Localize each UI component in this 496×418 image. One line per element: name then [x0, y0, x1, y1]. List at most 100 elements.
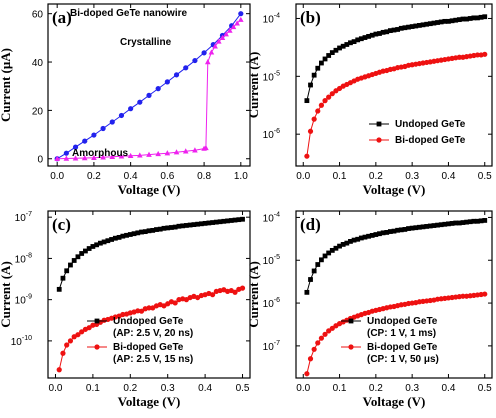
series-1-point-3	[315, 108, 321, 114]
x-tick-label: 0.2	[369, 383, 383, 394]
series-0-point-8	[86, 246, 92, 251]
series-line	[56, 13, 242, 160]
series-0-point-11	[344, 240, 350, 246]
series-0-point-34	[184, 223, 189, 228]
series-1-point-47	[474, 52, 481, 58]
chart-panel-c: 0.0 0.1 0.2 0.3 0.4 0.5 10-7 10-8 10-9 10-10 Volta…	[0, 210, 251, 409]
plot-frame	[295, 3, 493, 167]
plot-frame	[47, 3, 251, 167]
series-0-point-40	[449, 18, 455, 24]
x-tick-label: 0.8	[197, 171, 211, 182]
series-0-point-26	[398, 227, 404, 233]
x-tick-label: 0.4	[124, 171, 138, 182]
legend-entry: Undoped GeTe	[113, 316, 184, 327]
series-0-point-7	[329, 50, 335, 55]
series-0-point-19	[127, 232, 133, 237]
series-0-point-35	[431, 223, 437, 228]
series-0-point-5	[322, 56, 328, 62]
series-0-point-29	[409, 24, 415, 29]
plot-frame	[47, 210, 251, 379]
series-0-point-48	[478, 14, 484, 20]
series-0-point-40	[206, 220, 212, 226]
series-0-point-44	[221, 218, 227, 224]
series-0-point-15	[192, 57, 198, 64]
annotation-label: Amorphous	[72, 148, 129, 159]
x-tick-label: 0.4	[441, 383, 455, 394]
series-1-point-8	[86, 325, 92, 331]
series-0-point-22	[139, 229, 144, 235]
series-bi-doped-gete	[304, 51, 488, 159]
series-1-point-3	[81, 155, 88, 161]
series-0-point-16	[362, 35, 368, 40]
series-0-point-31	[417, 224, 422, 230]
series-0-point-33	[180, 223, 186, 229]
series-1-point-18	[204, 59, 211, 65]
y-tick-label: 10-10	[11, 335, 32, 348]
series-0-point-30	[169, 225, 174, 230]
series-1-point-10	[146, 151, 152, 157]
y-tick-label: 10-5	[263, 70, 280, 83]
series-1-point-31	[172, 300, 178, 306]
series-1-point-1	[307, 128, 314, 134]
series-1-point-1	[60, 350, 66, 356]
series-0-point-10	[146, 92, 152, 98]
series-1-point-42	[456, 54, 462, 60]
series-0-point-12	[101, 239, 107, 245]
series-1-point-0	[304, 153, 310, 159]
series-0-point-1	[60, 275, 66, 281]
y-tick-label: 10-4	[263, 211, 280, 224]
x-axis-label: Voltage (V)	[118, 182, 181, 197]
x-tick-label: 1.0	[234, 171, 248, 182]
series-1-point-22	[219, 34, 226, 41]
series-0-point-47	[475, 15, 480, 21]
series-1-point-6	[326, 94, 332, 100]
series-0-point-42	[456, 220, 462, 226]
series-legend-0-point-0	[94, 318, 100, 324]
series-1-point-2	[311, 346, 317, 352]
series-0-point-2	[64, 268, 70, 274]
series-bi-doped-gete	[56, 285, 246, 373]
series-0-point-1	[308, 82, 313, 88]
series-0-point-39	[446, 18, 451, 24]
series-0-point-41	[210, 220, 215, 225]
x-tick-label: 0.3	[405, 383, 419, 394]
series-0-point-29	[409, 225, 415, 231]
series-0-point-36	[191, 222, 197, 228]
series-1	[54, 16, 244, 161]
annotation-label: Crystalline	[120, 37, 172, 48]
series-0-point-16	[201, 50, 207, 56]
series-0-point-39	[202, 220, 208, 226]
series-0-point-6	[79, 251, 85, 256]
series-0-point-43	[460, 16, 466, 22]
series-undoped-gete	[56, 216, 245, 292]
series-0-point-0	[304, 98, 310, 104]
series-0-point-5	[100, 125, 106, 132]
series-0-point-21	[380, 230, 386, 236]
series-0-point-15	[358, 235, 364, 241]
series-0-point-45	[225, 218, 230, 224]
series-1-point-20	[212, 43, 218, 49]
series-0-point-12	[348, 239, 353, 244]
series-0-point-23	[387, 28, 393, 34]
series-0-point-46	[228, 218, 234, 223]
series-0-point-25	[150, 227, 156, 233]
series-bi-doped-gete	[304, 291, 488, 377]
series-legend-0-point-0	[376, 121, 382, 127]
series-0-point-2	[311, 268, 317, 274]
series-0-point-12	[348, 40, 353, 46]
series-0-point-15	[112, 235, 118, 241]
y-tick-label: 10-6	[263, 297, 280, 310]
series-0-point-35	[187, 222, 193, 228]
series-0-point-28	[406, 226, 411, 231]
series-1-point-2	[311, 116, 317, 122]
series-0-point-7	[118, 112, 125, 119]
series-legend-0-point-0	[348, 318, 354, 324]
series-1-point-0	[56, 367, 62, 373]
series-0-point-32	[420, 224, 426, 230]
series-1-point-49	[239, 285, 246, 291]
series-0-point-27	[157, 226, 163, 232]
series-1-point-5	[322, 331, 328, 337]
series-0-point-27	[402, 25, 408, 31]
series-0-point-35	[431, 20, 437, 26]
